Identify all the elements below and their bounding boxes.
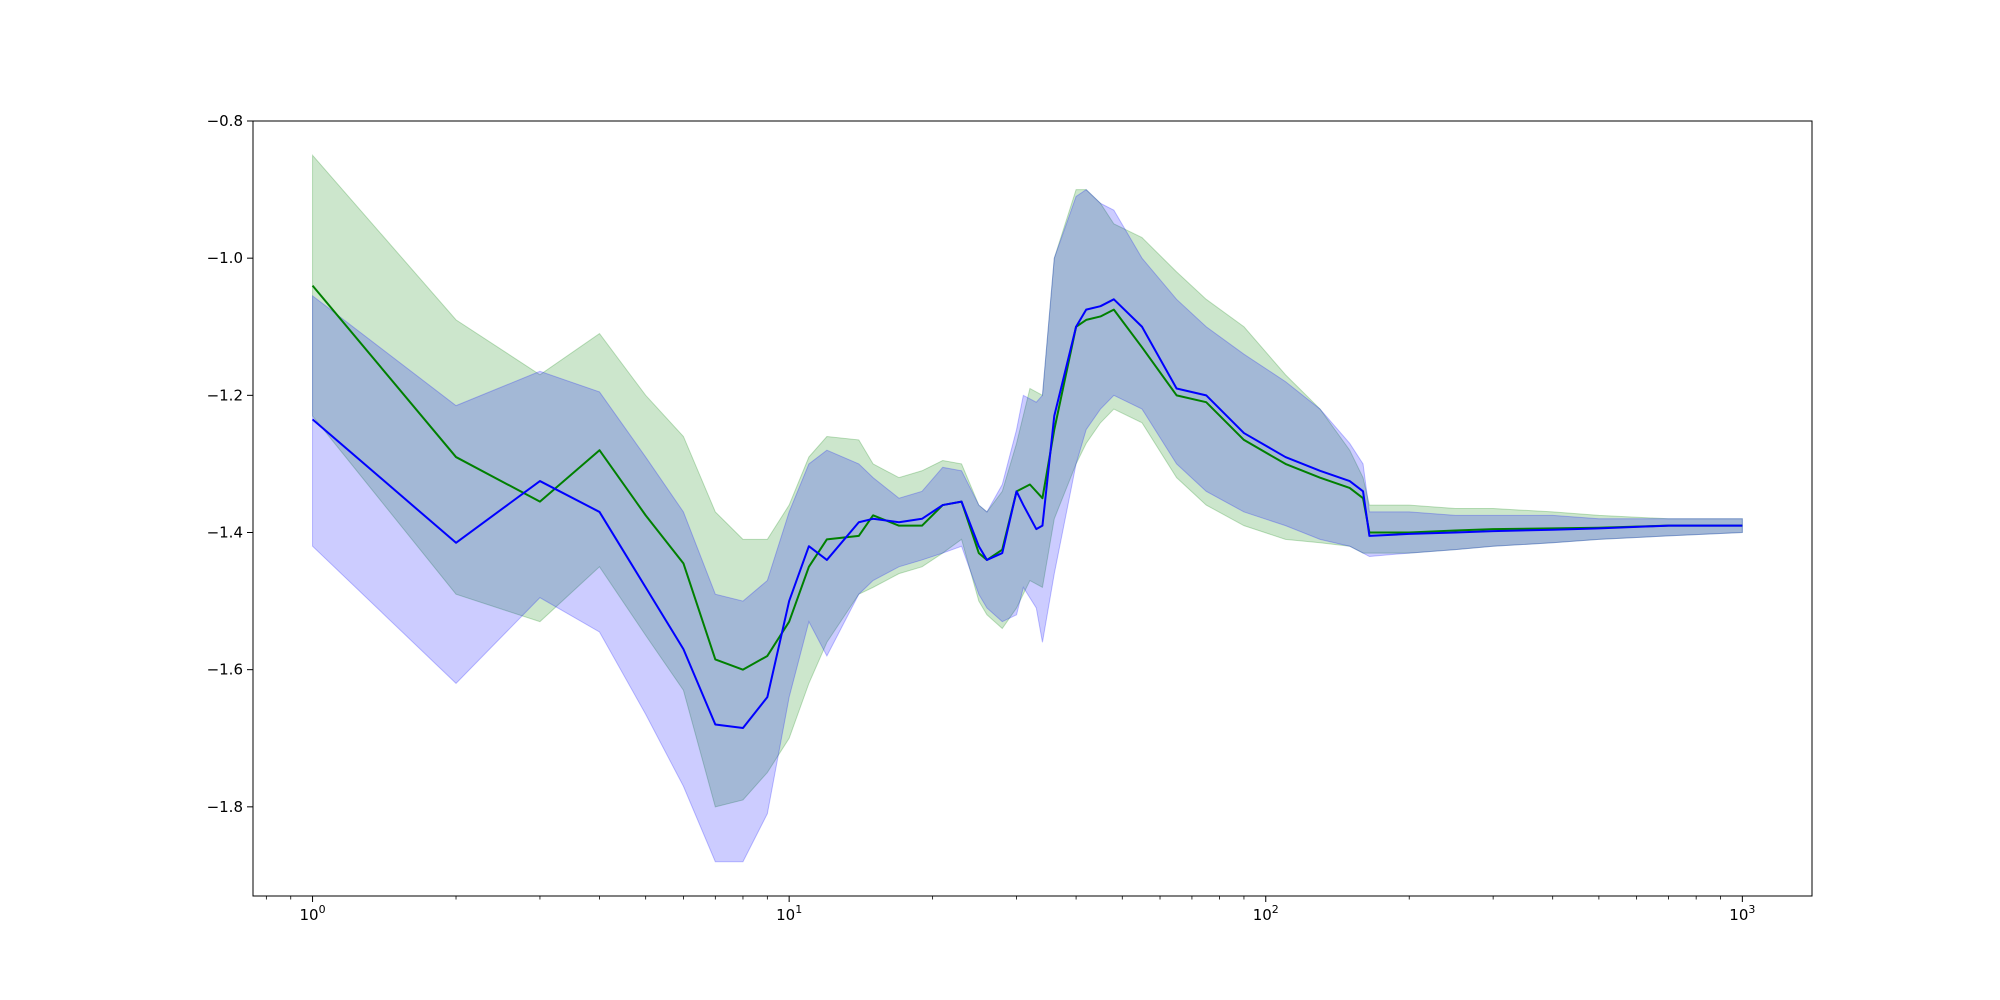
confidence-bands [312, 153, 1743, 863]
y-tick-label: −1.0 [207, 249, 243, 267]
x-tick-exponent: 2 [1272, 903, 1279, 916]
x-tick-label: 100 [299, 903, 325, 924]
x-tick-label: 103 [1729, 903, 1755, 924]
series-lines [311, 284, 1743, 729]
y-tick-label: −1.8 [207, 798, 243, 816]
x-tick-base: 10 [776, 906, 795, 924]
y-tick-label: −0.8 [207, 112, 243, 130]
x-axis: 100 101 102 103 [265, 896, 1755, 924]
y-tick-label: −1.2 [207, 386, 243, 404]
x-tick-exponent: 0 [319, 903, 326, 916]
x-tick-label: 101 [776, 903, 802, 924]
y-tick-label: −1.6 [207, 661, 243, 679]
x-tick-exponent: 3 [1748, 903, 1755, 916]
y-axis: −0.8 −1.0 −1.2 −1.4 −1.6 −1.8 [207, 112, 253, 816]
series-line-2 [311, 298, 1743, 729]
x-tick-base: 10 [299, 906, 318, 924]
y-tick-label: −1.4 [207, 524, 243, 542]
x-tick-exponent: 1 [795, 903, 802, 916]
x-tick-label: 102 [1253, 903, 1279, 924]
confidence-band-2 [312, 188, 1743, 863]
confidence-band-1 [312, 153, 1743, 808]
x-tick-base: 10 [1253, 906, 1272, 924]
x-tick-base: 10 [1729, 906, 1748, 924]
axes-frame [252, 120, 1813, 897]
